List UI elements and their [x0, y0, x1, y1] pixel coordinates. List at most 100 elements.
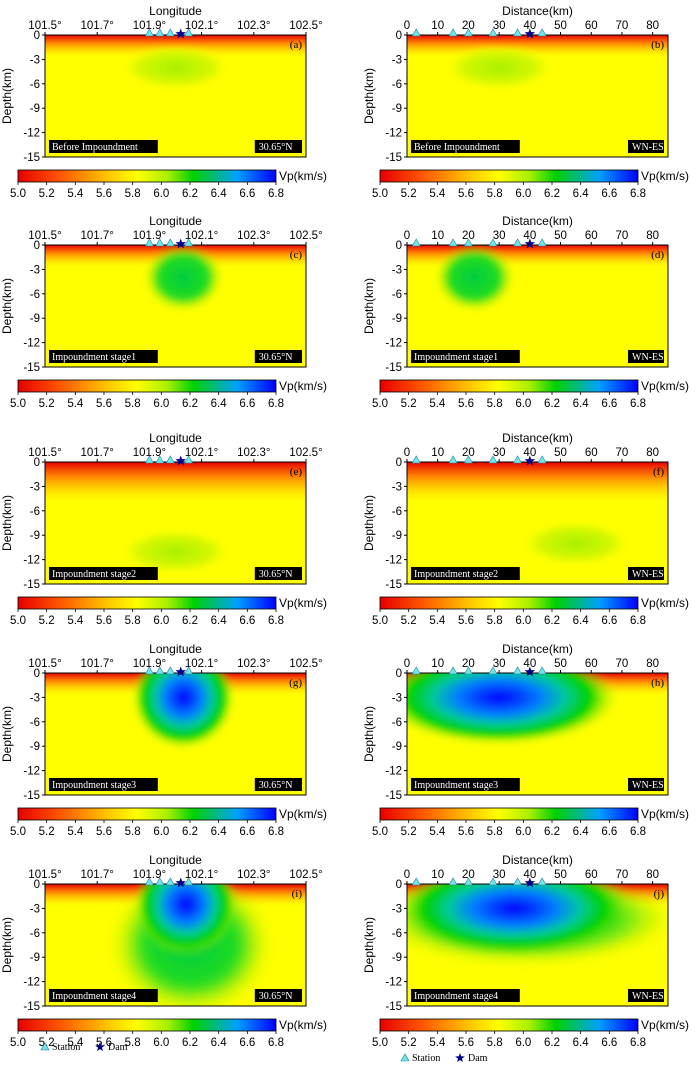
stage-label: Impoundment stage3 [52, 780, 136, 791]
y-axis-title: Depth(km) [0, 706, 14, 762]
chart-panel-e: Longitude 101.5° 101.7° 101.9° 102.1° 102.3° 1… [0, 431, 327, 627]
colorbar-tick-label: 6.0 [153, 615, 169, 627]
colorbar-tick-label: 6.4 [573, 826, 590, 838]
y-tick-label: -15 [23, 362, 40, 374]
station-marker [537, 877, 547, 886]
station-marker [165, 28, 175, 37]
y-tick-label: 0 [396, 668, 402, 680]
x-tick-label: 40 [523, 230, 536, 242]
colorbar-tick-label: 5.2 [39, 1037, 55, 1049]
colorbar-tick-label: 6.4 [211, 615, 228, 627]
velocity-field [407, 884, 668, 1006]
dam-marker [524, 455, 536, 466]
colorbar [379, 1018, 639, 1032]
velocity-field [407, 673, 668, 795]
profile-label-box [254, 567, 302, 580]
chart-panel-c: Longitude 101.5° 101.7° 101.9° 102.1° 102.3° 1… [0, 214, 327, 410]
stage-label: Impoundment stage4 [414, 991, 498, 1002]
y-tick-label: -3 [392, 481, 402, 493]
colorbar-tick-label: 6.6 [239, 398, 255, 410]
x-axis-title: Longitude [149, 642, 202, 656]
x-axis-title: Distance(km) [502, 642, 573, 656]
y-axis-title: Depth(km) [0, 495, 14, 551]
x-tick-label: 50 [554, 869, 567, 881]
x-tick-label: 102.1° [185, 869, 218, 881]
colorbar-tick-label: 5.2 [401, 398, 417, 410]
chart-panel-h: Distance(km) 0 10 20 30 40 50 60 70 80 0 -3 -6 -9 -12 -… [362, 642, 689, 838]
plot-frame [406, 672, 669, 796]
y-tick-label: -12 [385, 128, 402, 140]
colorbar-tick-label: 5.6 [96, 826, 112, 838]
colorbar-tick-label: 6.0 [515, 1037, 531, 1049]
colorbar-label: Vp(km/s) [641, 596, 689, 610]
x-tick-label: 80 [646, 447, 659, 459]
x-tick-label: 101.5° [28, 230, 61, 242]
colorbar-tick-label: 5.4 [67, 398, 84, 410]
colorbar-label: Vp(km/s) [279, 379, 327, 393]
profile-label: WN-ES [632, 142, 664, 153]
y-tick-label: -9 [392, 530, 402, 542]
colorbar-tick-label: 5.2 [39, 188, 55, 200]
stage-label-box [411, 778, 520, 791]
station-marker [155, 877, 165, 886]
x-tick-label: 10 [431, 230, 444, 242]
stage-label: Impoundment stage1 [52, 352, 136, 363]
station-marker [184, 455, 194, 464]
colorbar-label: Vp(km/s) [641, 1018, 689, 1032]
y-tick-label: -3 [392, 903, 402, 915]
dam-marker [175, 877, 186, 888]
chart-panel-i: Longitude 101.5° 101.7° 101.9° 102.1° 102.3° 1… [0, 853, 327, 1049]
station-marker [155, 28, 165, 37]
colorbar-tick-label: 6.8 [268, 188, 284, 200]
colorbar-label: Vp(km/s) [641, 379, 689, 393]
station-marker [513, 28, 523, 37]
y-tick-label: 0 [396, 30, 402, 42]
colorbar-tick-label: 6.0 [515, 188, 531, 200]
colorbar-tick-label: 5.0 [372, 615, 388, 627]
profile-label-box [254, 778, 302, 791]
x-tick-label: 102.3° [237, 20, 270, 32]
colorbar-tick-label: 6.4 [573, 615, 590, 627]
station-marker [165, 877, 175, 886]
dam-marker [175, 28, 186, 39]
x-tick-label: 102.1° [185, 447, 218, 459]
plot-frame [44, 883, 307, 1007]
dam-marker [524, 238, 536, 249]
colorbar-tick-label: 6.0 [515, 615, 531, 627]
station-marker [513, 877, 523, 886]
colorbar-tick-label: 5.8 [487, 1037, 503, 1049]
stage-label-box [49, 567, 158, 580]
stage-label: Impoundment stage2 [414, 569, 498, 580]
plot-frame [406, 244, 669, 368]
y-tick-label: -6 [30, 717, 40, 729]
x-tick-label: 101.7° [81, 230, 114, 242]
station-marker [513, 666, 523, 675]
x-tick-label: 50 [554, 230, 567, 242]
colorbar-tick-label: 5.6 [458, 615, 474, 627]
y-tick-label: -3 [392, 264, 402, 276]
velocity-field [45, 673, 306, 795]
colorbar-tick-label: 6.0 [153, 188, 169, 200]
legend-station-icon [400, 1053, 410, 1062]
colorbar-tick-label: 5.8 [487, 615, 503, 627]
colorbar-tick-label: 5.8 [125, 398, 141, 410]
station-marker [537, 28, 547, 37]
x-tick-label: 70 [616, 20, 629, 32]
station-marker [411, 238, 421, 247]
velocity-anomaly [120, 529, 231, 574]
station-marker [411, 877, 421, 886]
profile-label: WN-ES [632, 991, 664, 1002]
profile-label-box [628, 778, 664, 791]
y-tick-label: -12 [385, 338, 402, 350]
station-marker [448, 28, 458, 37]
colorbar-tick-label: 5.4 [429, 398, 446, 410]
y-tick-label: -6 [30, 506, 40, 518]
x-tick-label: 102.5° [289, 230, 322, 242]
legend-station-label: Station [412, 1053, 440, 1064]
colorbar-tick-label: 6.2 [182, 615, 198, 627]
x-tick-label: 40 [523, 447, 536, 459]
x-tick-label: 101.9° [133, 20, 166, 32]
colorbar-label: Vp(km/s) [279, 596, 327, 610]
y-tick-label: 0 [34, 240, 40, 252]
velocity-field [407, 462, 668, 584]
